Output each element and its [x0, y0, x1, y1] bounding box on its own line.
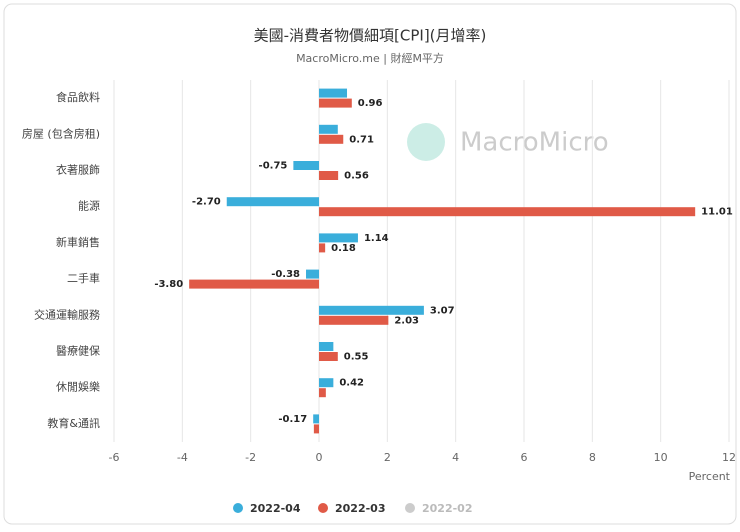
- legend-item[interactable]: 2022-04: [250, 502, 301, 515]
- data-label: -0.17: [278, 414, 307, 425]
- data-label: -2.70: [192, 197, 221, 208]
- legend-marker: [405, 503, 415, 513]
- data-label: -3.80: [154, 279, 183, 290]
- data-label: 2.03: [394, 315, 419, 326]
- y-tick-label: 新車銷售: [56, 235, 100, 249]
- legend-marker: [318, 503, 328, 513]
- bar: [313, 424, 319, 434]
- data-label: 3.07: [430, 305, 455, 316]
- data-label: 0.18: [331, 243, 356, 254]
- data-label: -0.75: [259, 161, 288, 172]
- y-tick-label: 衣著服飾: [56, 163, 100, 177]
- x-tick-label: -6: [109, 451, 120, 464]
- x-tick-label: -4: [177, 451, 188, 464]
- bar: [319, 352, 338, 361]
- watermark: MacroMicro: [460, 128, 609, 158]
- legend-marker: [233, 503, 243, 513]
- data-label: 0.71: [349, 134, 374, 145]
- bar: [319, 305, 424, 315]
- data-label: 0.56: [344, 171, 369, 182]
- x-tick-label: 12: [722, 451, 736, 464]
- bar: [319, 98, 352, 108]
- data-label: 0.55: [344, 352, 369, 363]
- x-tick-label: 4: [452, 451, 459, 464]
- chart-title: 美國-消費者物價細項[CPI](月增率): [254, 27, 487, 45]
- bar: [319, 315, 389, 325]
- y-tick-label: 房屋 (包含房租): [22, 126, 100, 140]
- y-tick-label: 教育&通訊: [47, 416, 100, 430]
- x-tick-label: 10: [654, 451, 668, 464]
- data-label: 11.01: [701, 207, 733, 218]
- chart-subtitle: MacroMicro.me | 財經M平方: [296, 51, 444, 65]
- y-tick-label: 交通運輸服務: [34, 307, 100, 321]
- bar: [319, 388, 326, 398]
- legend-item[interactable]: 2022-02: [422, 502, 473, 515]
- data-label: 0.42: [339, 378, 364, 389]
- legend-item[interactable]: 2022-03: [335, 502, 386, 515]
- y-tick-label: 食品飲料: [56, 90, 100, 104]
- frame: [3, 3, 737, 525]
- bar: [319, 88, 348, 98]
- x-tick-label: 6: [521, 451, 528, 464]
- x-tick-label: -2: [245, 451, 256, 464]
- bar: [189, 279, 319, 289]
- y-tick-label: 休閒娛樂: [56, 380, 100, 394]
- x-tick-label: 0: [316, 451, 323, 464]
- bar: [319, 342, 334, 351]
- bar: [319, 243, 326, 253]
- bar: [319, 378, 334, 388]
- y-tick-label: 二手車: [67, 271, 100, 285]
- bar: [319, 207, 696, 217]
- bar: [319, 171, 339, 180]
- x-tick-label: 2: [384, 451, 391, 464]
- bar: [319, 124, 338, 134]
- bar: [226, 197, 319, 207]
- bar: [306, 269, 319, 279]
- watermark-icon: [407, 123, 445, 161]
- data-label: 0.96: [358, 98, 383, 109]
- data-label: 1.14: [364, 233, 389, 244]
- x-tick-label: 8: [589, 451, 596, 464]
- bar: [319, 233, 358, 243]
- bar: [313, 414, 319, 424]
- bar: [319, 134, 344, 144]
- y-tick-label: 醫療健保: [56, 344, 100, 358]
- x-axis-label: Percent: [689, 470, 731, 483]
- y-tick-label: 能源: [78, 199, 100, 213]
- data-label: -0.38: [271, 269, 300, 280]
- bar: [293, 161, 319, 170]
